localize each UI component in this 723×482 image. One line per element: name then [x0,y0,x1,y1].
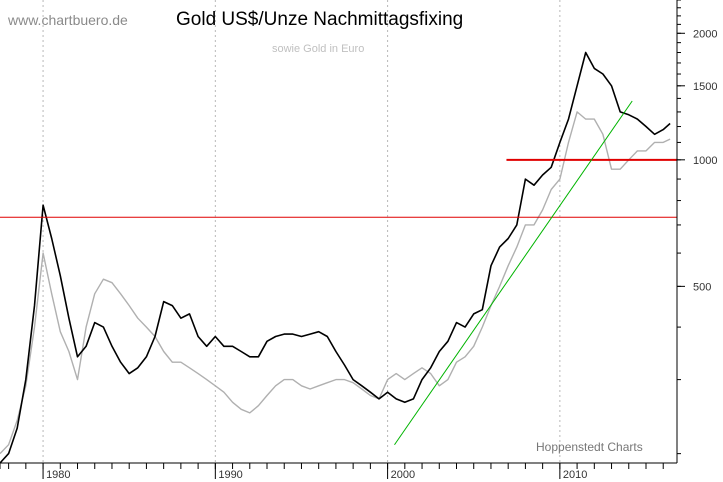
y-tick-label: 2000 [693,28,717,40]
chart-series [0,51,671,464]
source-note: Hoppenstedt Charts [536,440,643,454]
y-tick-label: 500 [693,281,711,293]
x-tick-label: 1990 [218,469,242,481]
series-line-0 [0,51,671,464]
chart-reference-lines [0,100,677,446]
chart-subtitle: sowie Gold in Euro [272,43,365,55]
series-line-1 [0,111,671,455]
x-tick-label: 2000 [391,469,415,481]
x-tick-label: 2010 [563,469,587,481]
y-tick-label: 1500 [693,81,717,93]
trend-line [394,100,633,446]
watermark: www.chartbuero.de [8,12,128,28]
y-tick-label: 1000 [693,155,717,167]
chart-grid [42,0,561,463]
chart-title: Gold US$/Unze Nachmittagsfixing [176,9,464,30]
x-tick-label: 1980 [46,469,70,481]
